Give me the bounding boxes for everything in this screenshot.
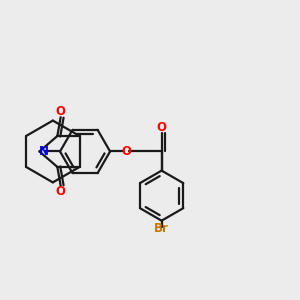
Text: Br: Br [154,222,169,236]
Text: O: O [157,122,166,134]
Text: O: O [121,145,131,158]
Text: O: O [56,185,66,198]
Text: N: N [39,145,49,158]
Text: O: O [56,105,66,118]
